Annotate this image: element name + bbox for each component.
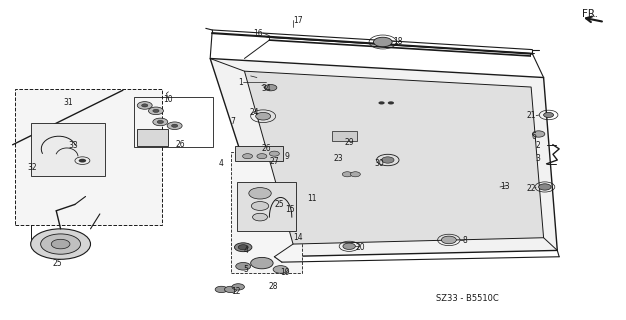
Text: 6: 6 (531, 132, 536, 141)
Text: 12: 12 (231, 287, 240, 296)
Polygon shape (235, 146, 283, 161)
Text: 10: 10 (163, 95, 173, 104)
Circle shape (538, 184, 551, 190)
Bar (31, 123, 105, 177)
Circle shape (141, 104, 148, 107)
Circle shape (172, 124, 178, 127)
Text: 8: 8 (463, 236, 468, 245)
Text: 4: 4 (243, 246, 248, 255)
Circle shape (269, 151, 279, 156)
Circle shape (215, 286, 228, 292)
Circle shape (137, 102, 152, 109)
Circle shape (235, 243, 252, 252)
Text: 23: 23 (333, 154, 343, 163)
Text: 4: 4 (218, 159, 223, 168)
Text: 28: 28 (268, 282, 277, 292)
Circle shape (251, 202, 269, 211)
Text: 3: 3 (536, 154, 540, 163)
Circle shape (243, 154, 252, 159)
Text: 13: 13 (500, 182, 510, 191)
Circle shape (382, 157, 394, 163)
Text: FR.: FR. (582, 9, 598, 19)
Polygon shape (332, 132, 357, 141)
Circle shape (79, 159, 86, 163)
Polygon shape (210, 59, 557, 257)
Text: 1: 1 (239, 78, 243, 87)
Circle shape (41, 234, 81, 254)
Circle shape (374, 37, 392, 47)
Text: 17: 17 (293, 16, 303, 25)
Text: 14: 14 (293, 233, 303, 242)
Text: 15: 15 (285, 205, 295, 214)
Circle shape (31, 229, 91, 259)
Circle shape (157, 120, 163, 124)
Circle shape (343, 243, 356, 250)
Bar (15, 89, 162, 225)
Text: 20: 20 (356, 243, 365, 252)
Polygon shape (244, 71, 543, 244)
Text: 26: 26 (176, 140, 185, 148)
Text: 18: 18 (393, 36, 403, 45)
Circle shape (441, 236, 456, 244)
Circle shape (236, 262, 250, 270)
Circle shape (532, 131, 545, 137)
Circle shape (148, 107, 163, 115)
Circle shape (264, 84, 277, 91)
Circle shape (342, 172, 352, 177)
Text: 30: 30 (374, 159, 384, 168)
Text: 25: 25 (274, 200, 284, 209)
Text: 24: 24 (249, 108, 259, 117)
Text: 9: 9 (285, 152, 290, 161)
Circle shape (239, 245, 248, 250)
Text: 7: 7 (230, 117, 235, 126)
Text: 19: 19 (280, 268, 290, 277)
Circle shape (232, 284, 244, 290)
Text: 34: 34 (262, 84, 272, 93)
Text: 31: 31 (64, 99, 73, 108)
Polygon shape (237, 182, 295, 231)
Text: 27: 27 (269, 157, 279, 166)
Polygon shape (137, 129, 168, 146)
Circle shape (51, 239, 70, 249)
Text: 22: 22 (526, 184, 536, 193)
Text: 33: 33 (69, 141, 78, 150)
Text: 26: 26 (262, 144, 272, 153)
Circle shape (255, 112, 270, 120)
Circle shape (379, 101, 384, 105)
Text: 5: 5 (243, 265, 248, 274)
Circle shape (543, 112, 553, 117)
Circle shape (153, 109, 159, 112)
Text: 32: 32 (28, 164, 37, 172)
Text: 21: 21 (526, 111, 536, 120)
Circle shape (167, 122, 182, 130)
Text: 2: 2 (536, 141, 540, 150)
Text: 16: 16 (254, 28, 263, 38)
Bar (231, 152, 302, 273)
Circle shape (153, 118, 168, 126)
Circle shape (250, 257, 273, 269)
Circle shape (249, 188, 271, 199)
Text: 25: 25 (53, 259, 62, 268)
Circle shape (351, 172, 361, 177)
Circle shape (387, 101, 394, 105)
Circle shape (252, 213, 267, 221)
Circle shape (257, 154, 267, 159)
Text: 11: 11 (307, 194, 316, 203)
Text: 29: 29 (344, 138, 354, 147)
Circle shape (225, 286, 237, 292)
Circle shape (273, 266, 288, 273)
Text: SZ33 - B5510C: SZ33 - B5510C (436, 294, 499, 303)
